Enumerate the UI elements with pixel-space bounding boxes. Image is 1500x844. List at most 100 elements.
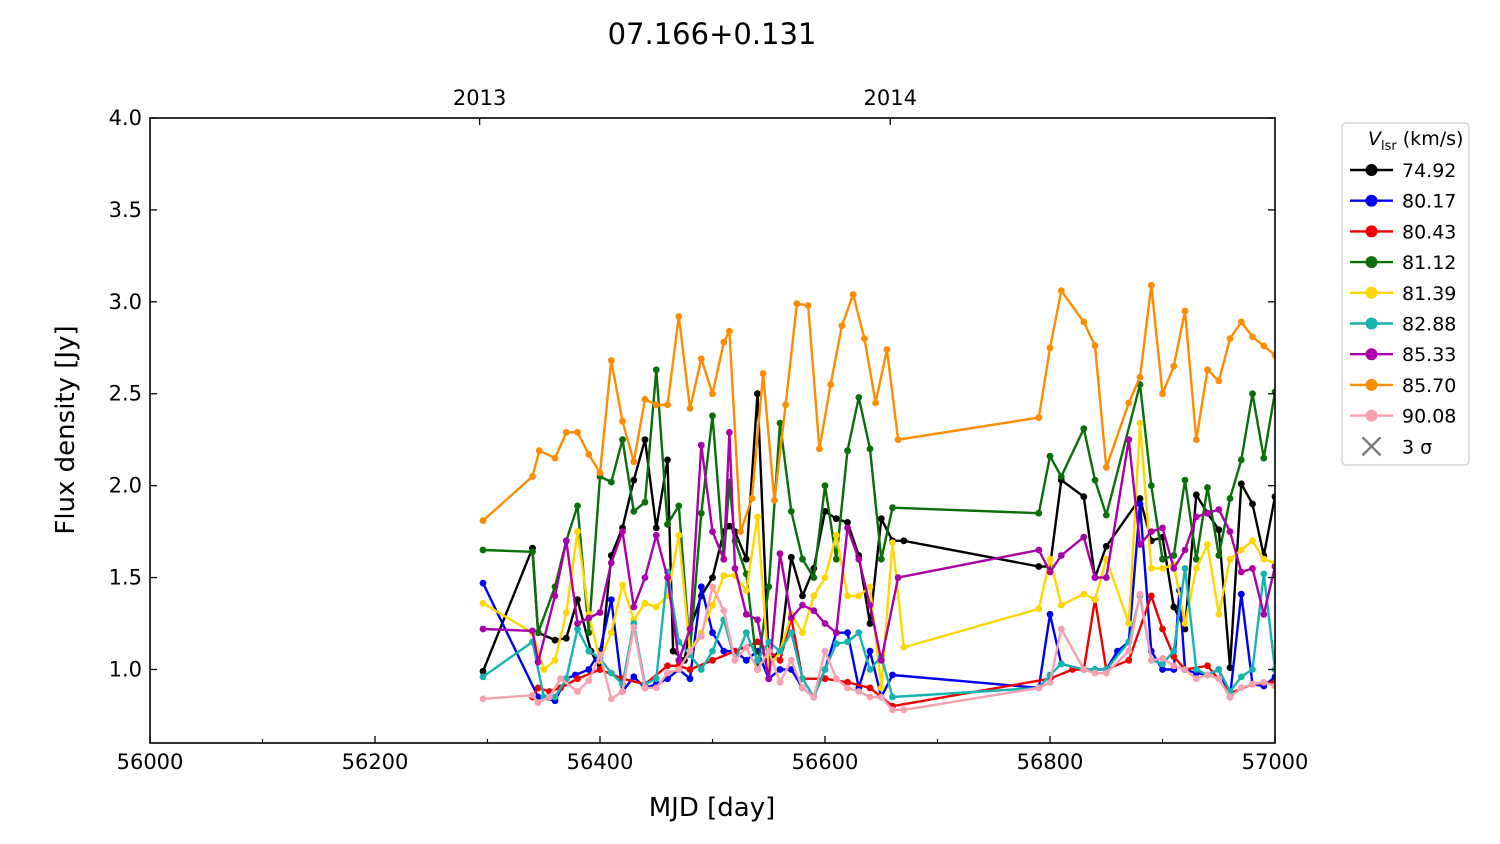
data-point-85.33	[866, 601, 874, 609]
data-point-81.12	[1046, 452, 1054, 460]
data-point-82.88	[799, 675, 806, 683]
data-point-90.08	[900, 706, 908, 714]
data-point-74.92	[1170, 603, 1178, 611]
data-point-81.39	[652, 603, 660, 611]
data-point-81.12	[810, 574, 818, 581]
data-point-90.08	[1215, 675, 1223, 683]
data-point-81.39	[1136, 419, 1144, 427]
data-point-81.12	[709, 412, 716, 420]
data-point-90.08	[799, 684, 806, 692]
data-point-81.39	[479, 599, 487, 607]
data-point-81.12	[664, 520, 671, 528]
data-point-90.08	[479, 695, 487, 703]
data-point-82.88	[1170, 647, 1178, 655]
data-point-74.92	[574, 596, 581, 603]
data-point-85.33	[1125, 436, 1133, 444]
data-point-85.70	[1181, 307, 1189, 315]
data-point-90.08	[877, 693, 885, 701]
data-point-80.17	[1237, 590, 1245, 598]
data-point-81.12	[1249, 390, 1256, 398]
data-point-81.39	[810, 592, 818, 600]
series-85.70	[479, 281, 1275, 535]
data-point-85.70	[861, 335, 868, 342]
data-point-90.08	[720, 607, 728, 614]
data-point-82.88	[1237, 673, 1245, 681]
data-point-90.08	[709, 583, 716, 591]
data-point-85.33	[675, 656, 683, 664]
data-point-85.70	[709, 390, 716, 398]
data-point-81.39	[1046, 555, 1054, 563]
legend-title: Vlsr (km/s)	[1368, 128, 1463, 154]
data-point-90.08	[1102, 669, 1110, 677]
data-point-90.08	[1204, 671, 1211, 679]
data-point-81.39	[742, 587, 750, 594]
data-point-81.39	[1057, 601, 1065, 609]
data-point-85.70	[585, 451, 593, 458]
data-point-90.08	[619, 688, 626, 695]
data-point-85.33	[596, 609, 604, 616]
data-point-80.43	[1170, 653, 1178, 660]
legend-label-81.12: 81.12	[1402, 252, 1456, 274]
data-point-85.33	[844, 524, 851, 532]
data-point-82.88	[855, 629, 863, 637]
data-point-81.39	[799, 629, 806, 637]
data-point-81.39	[1226, 555, 1234, 563]
data-point-81.39	[1147, 565, 1155, 572]
data-point-74.92	[709, 574, 716, 581]
y-tick-label: 3.5	[109, 198, 142, 222]
data-point-90.08	[889, 706, 896, 714]
y-tick-label: 4.0	[109, 106, 142, 130]
data-point-85.33	[742, 610, 750, 618]
data-point-85.33	[877, 656, 885, 664]
data-point-81.12	[652, 366, 660, 374]
data-point-82.88	[585, 647, 593, 655]
data-point-85.70	[596, 469, 604, 477]
data-point-80.43	[1147, 592, 1155, 600]
data-point-81.39	[1080, 590, 1088, 598]
data-point-80.43	[596, 666, 604, 673]
data-point-81.12	[787, 508, 795, 515]
x-tick-label: 56200	[342, 750, 409, 774]
data-point-82.88	[821, 666, 829, 673]
data-point-85.33	[551, 592, 559, 600]
data-point-80.43	[574, 675, 581, 683]
data-point-82.88	[832, 640, 840, 648]
data-point-81.39	[607, 629, 615, 637]
legend-label-85.33: 85.33	[1402, 344, 1456, 366]
data-point-80.17	[709, 629, 716, 637]
y-tick-label: 1.5	[109, 566, 142, 590]
data-point-82.88	[754, 656, 761, 664]
data-point-85.70	[562, 428, 570, 436]
data-point-82.88	[889, 693, 896, 701]
data-point-85.33	[652, 531, 660, 539]
data-point-90.08	[534, 699, 542, 706]
data-point-74.92	[1080, 493, 1088, 501]
data-point-81.39	[1181, 620, 1189, 627]
data-point-81.12	[630, 508, 638, 515]
data-point-81.39	[1159, 565, 1166, 572]
legend-marker-85.33	[1365, 348, 1378, 361]
data-point-80.17	[844, 629, 851, 637]
axis-layer: 56000 56200 56400 56600 56800 57000 2013 2014 1.…	[109, 86, 1309, 774]
legend-marker-90.08	[1365, 409, 1378, 422]
data-point-81.12	[855, 394, 863, 401]
data-point-85.33	[585, 614, 593, 622]
data-point-80.43	[821, 675, 829, 683]
data-point-74.92	[877, 515, 885, 523]
data-point-80.43	[664, 662, 671, 670]
data-point-81.12	[641, 498, 649, 506]
data-point-74.92	[1249, 500, 1256, 508]
data-point-80.43	[534, 684, 542, 692]
data-point-85.70	[1249, 333, 1256, 341]
data-point-74.92	[630, 476, 638, 484]
data-point-85.33	[1136, 541, 1144, 548]
data-point-85.70	[894, 436, 902, 444]
data-point-90.08	[765, 647, 773, 655]
data-point-85.33	[1249, 565, 1256, 572]
data-point-85.70	[697, 355, 705, 363]
data-point-85.70	[748, 495, 756, 502]
data-point-85.70	[849, 291, 857, 298]
data-point-85.33	[894, 574, 902, 581]
data-point-85.70	[883, 346, 891, 353]
data-point-90.08	[1249, 680, 1256, 688]
